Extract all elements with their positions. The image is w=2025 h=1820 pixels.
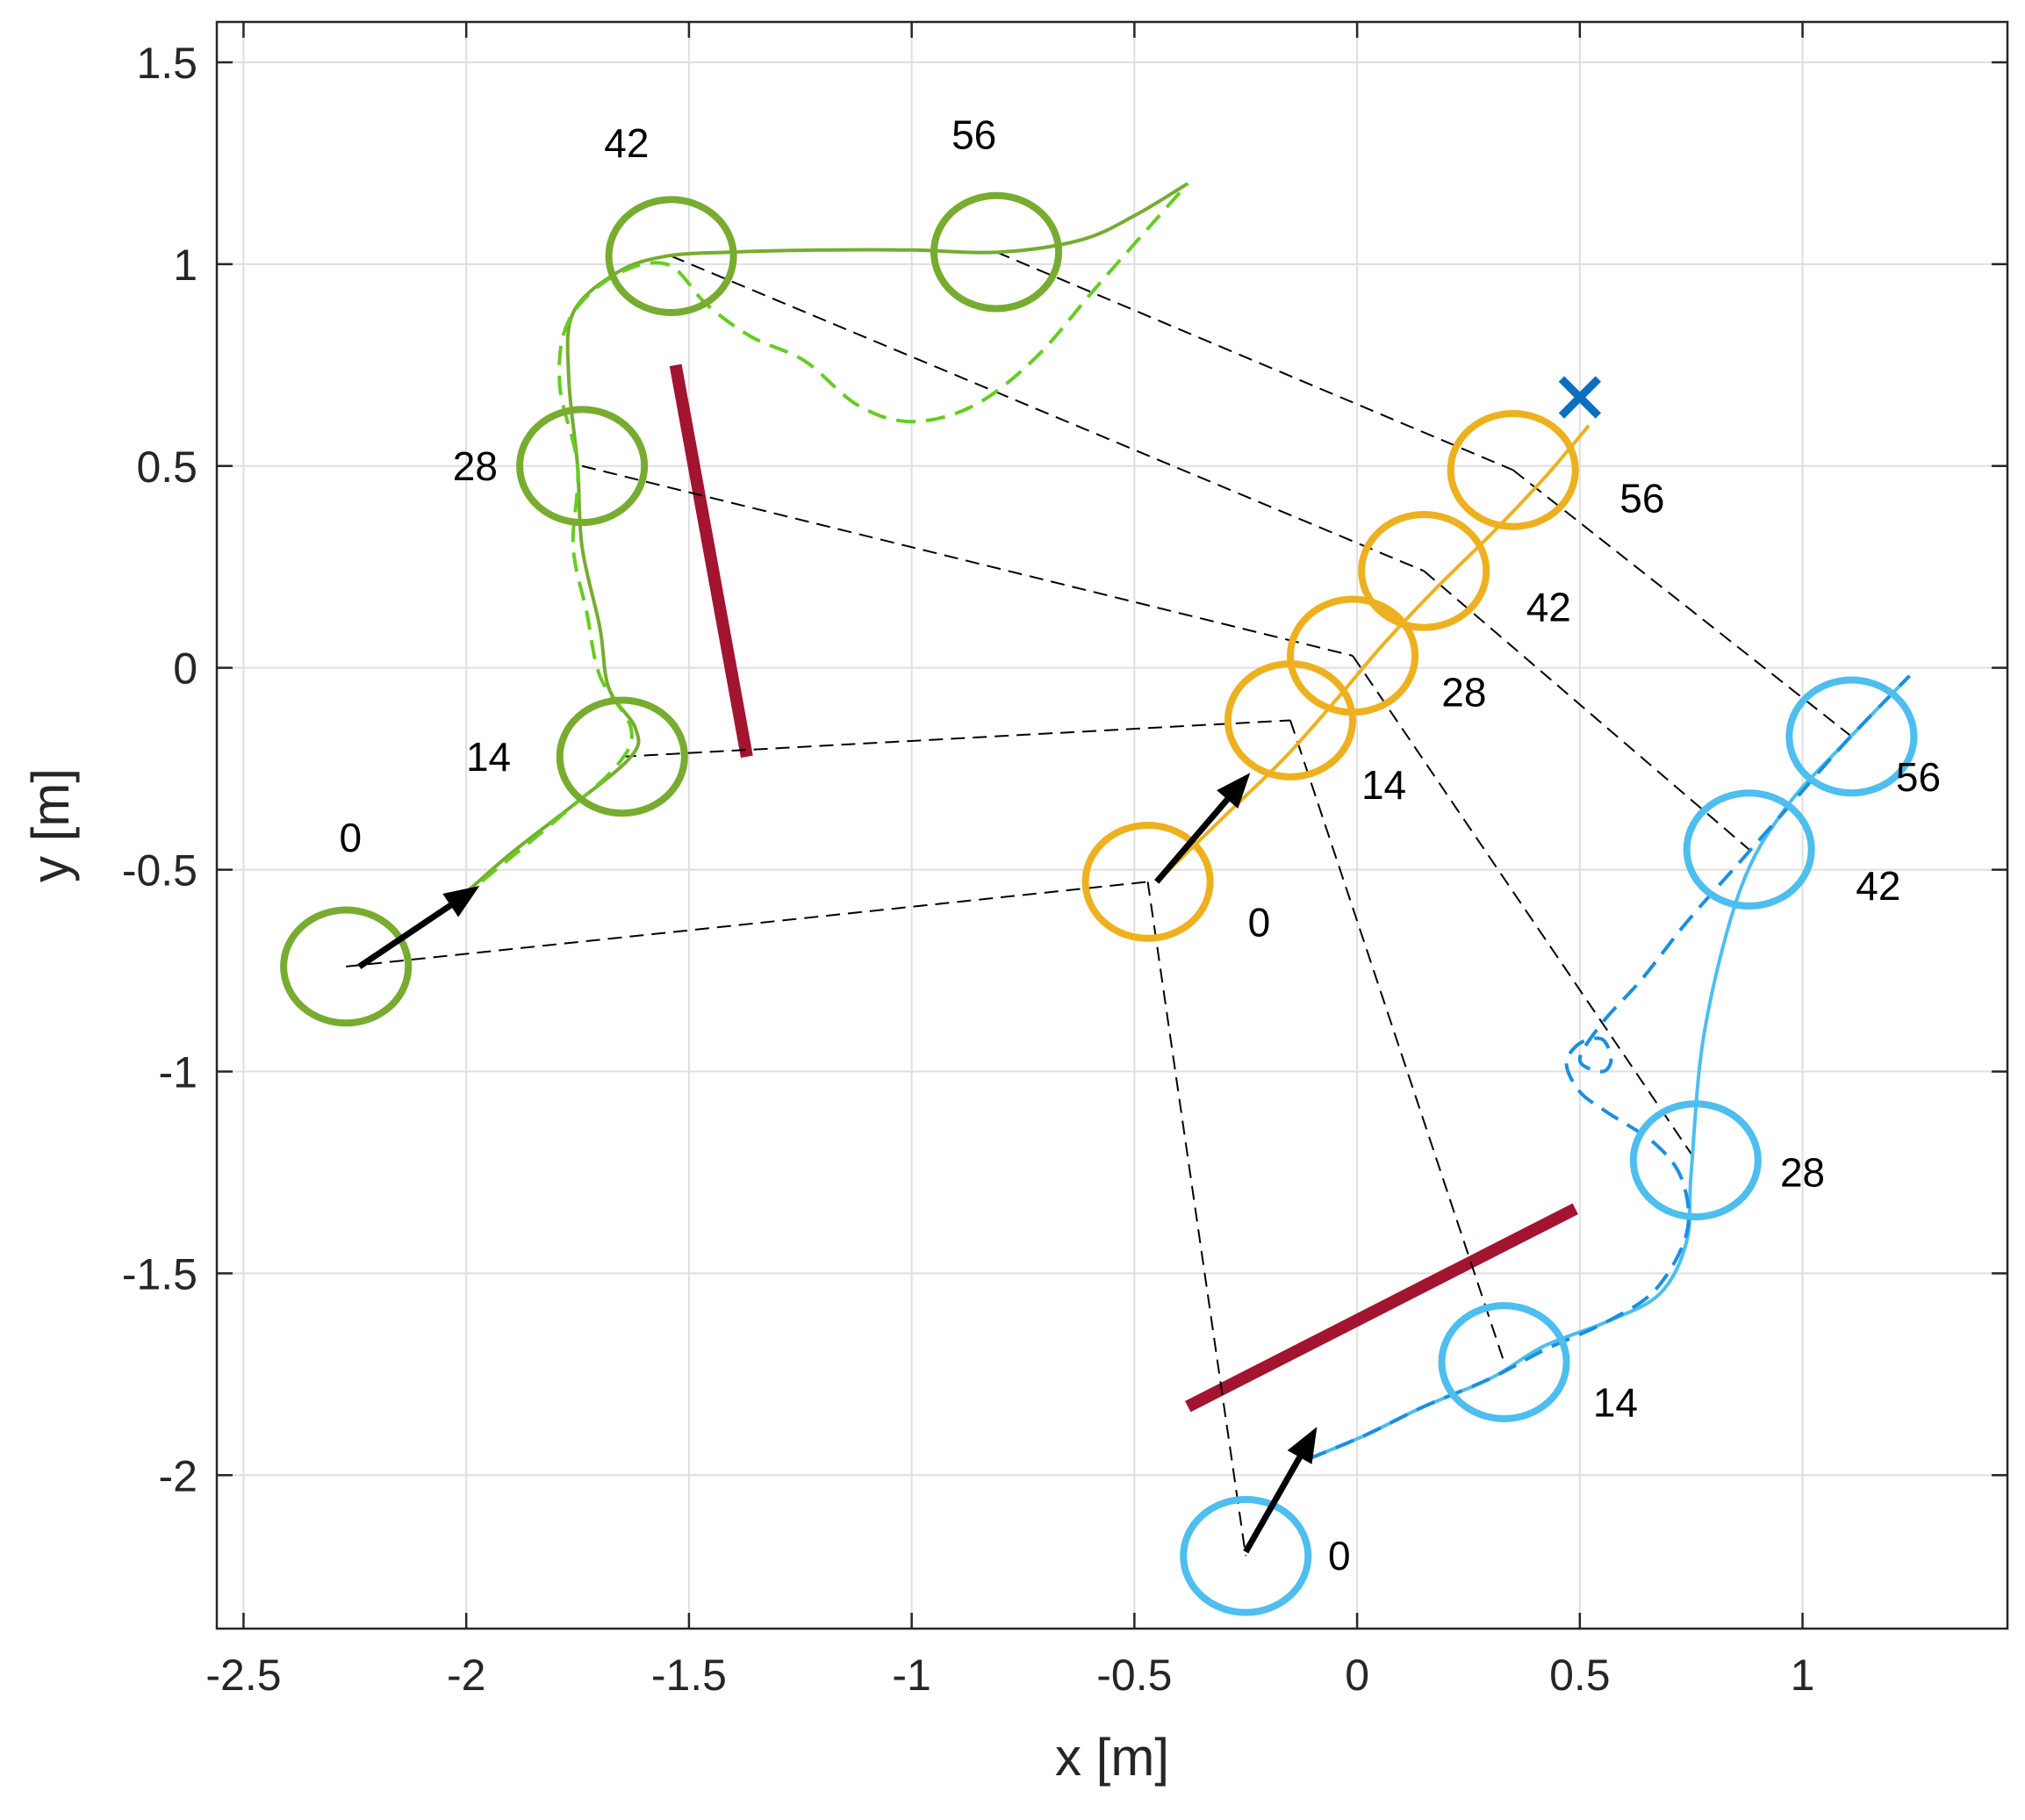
robot-footprint-green [605,196,737,317]
time-step-label: 42 [604,120,649,166]
formation-connector [1146,881,1247,1557]
time-step-label: 0 [1248,899,1271,945]
formation-connector [581,464,1354,657]
formation-connector [1352,655,1697,1162]
formation-connector [1512,469,1853,737]
y-tick-label: -1.5 [122,1249,197,1298]
robot-footprint-green [556,696,688,817]
time-labels: 0 14 28 42 56 0 14 28 42 56 0 14 28 42 56 [339,112,1941,1579]
ticks: -2.5 -2 -1.5 -1 -0.5 0 0.5 1 -2 -1.5 -1 -0.5 0 0.5 1 1.… [122,22,2007,1700]
heading-arrows [357,773,1318,1554]
time-step-label: 28 [1441,669,1486,715]
time-step-label: 28 [453,443,498,489]
time-step-label: 14 [1593,1380,1638,1426]
x-tick-label: -1.5 [651,1651,727,1700]
formation-connector [346,881,1148,968]
y-tick-label: -2 [159,1451,197,1500]
time-step-label: 0 [1328,1533,1351,1579]
formation-connector [1289,720,1505,1363]
robot-connectors [346,251,1853,1557]
heading-arrow-head [1287,1427,1318,1464]
obstacle-wall [1185,1203,1578,1413]
robot-footprint-blue [1683,789,1815,910]
robot-footprint-orange [1286,595,1419,716]
heading-arrow-shaft [1154,797,1230,884]
obstacle-wall [669,363,753,759]
formation-connector [671,255,1425,572]
x-axis-label: x [m] [1055,1728,1169,1787]
y-tick-label: 0 [173,644,197,694]
heading-arrow-shaft [357,903,453,969]
y-tick-label: -1 [159,1047,197,1097]
robot-footprint-blue [1785,676,1918,797]
time-step-label: 56 [1619,476,1664,522]
robot-footprint-orange [1447,410,1579,530]
robot-footprint-orange [1081,822,1214,942]
grid [217,22,2007,1629]
time-step-label: 42 [1856,863,1900,909]
x-tick-label: -2.5 [205,1651,281,1700]
formation-connector [995,251,1514,471]
x-tick-label: -0.5 [1096,1651,1172,1700]
robot-footprint-orange [1358,510,1490,631]
reference-path [358,182,1189,968]
robot-footprints [280,191,1918,1616]
x-tick-label: 1 [1791,1651,1815,1700]
time-step-label: 0 [339,815,362,860]
x-tick-label: 0 [1345,1651,1369,1700]
formation-connector [1423,570,1750,851]
robot-footprint-green [930,191,1063,313]
time-step-label: 14 [1361,762,1406,808]
goal-marker-stroke [1558,376,1602,419]
robot-trajectory [1155,424,1591,883]
x-tick-label: -1 [892,1651,930,1700]
heading-arrow-head [442,885,480,917]
y-axis-label: y [m] [21,768,80,882]
robot-footprint-green [516,406,649,527]
heading-arrow-shaft [1243,1456,1303,1554]
robot-footprint-blue [1438,1302,1570,1422]
y-tick-label: -0.5 [122,846,197,896]
time-step-label: 56 [1896,754,1941,800]
time-step-label: 56 [951,112,996,158]
goal [1558,376,1602,419]
time-step-label: 14 [466,734,511,780]
robot-footprint-green [280,906,413,1027]
heading-arrow-head [1217,773,1251,809]
y-tick-label: 1 [173,241,197,290]
x-tick-label: 0.5 [1549,1651,1611,1700]
robot-footprint-blue [1629,1100,1762,1221]
robot-trajectory [358,182,1189,968]
x-tick-label: -2 [447,1651,485,1700]
axes-box [215,20,2009,1630]
y-tick-label: 1.5 [136,39,197,88]
time-step-label: 42 [1526,585,1571,630]
y-tick-label: 0.5 [136,442,197,492]
robot-footprint-blue [1180,1495,1312,1616]
time-step-label: 28 [1780,1149,1825,1195]
obstacles [669,363,1578,1413]
formation-connector [621,719,1291,758]
